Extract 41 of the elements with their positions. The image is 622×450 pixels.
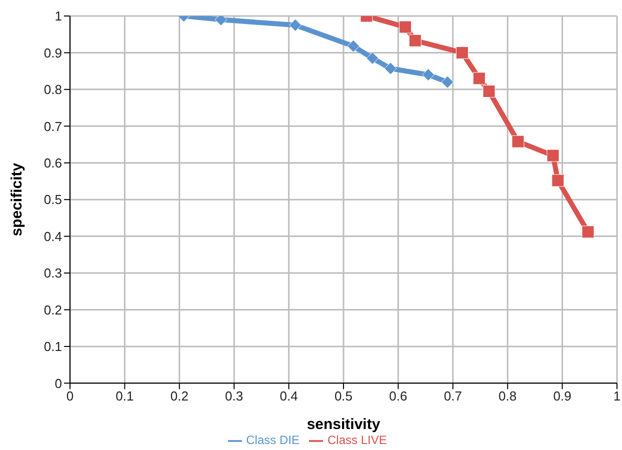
x-tick-label: 1: [613, 388, 621, 404]
y-tick-label: 0.2: [44, 302, 62, 318]
point: [552, 174, 564, 187]
point: [441, 76, 454, 88]
point: [546, 149, 560, 162]
point: [384, 62, 397, 75]
point: [512, 135, 524, 148]
x-tick-label: 0: [66, 388, 74, 404]
y-tick-label: 0.6: [44, 155, 62, 170]
point: [347, 40, 360, 52]
x-tick-label: 0.3: [225, 388, 244, 404]
y-tick-label: 0.7: [44, 118, 62, 134]
point: [366, 52, 379, 64]
x-tick-label: 0.8: [498, 388, 517, 404]
y-tick-label: 0.8: [44, 82, 62, 98]
x-tick-label: 0.7: [444, 388, 462, 404]
point: [582, 226, 594, 238]
point: [422, 68, 435, 81]
y-tick-label: 0.3: [44, 266, 62, 281]
y-tick-label: 1: [54, 8, 62, 24]
y-tick-label: 0: [54, 376, 62, 391]
point: [408, 34, 422, 47]
x-tick-label: 0.4: [280, 388, 298, 404]
point: [399, 20, 412, 34]
y-tick-label: 0.5: [44, 192, 62, 208]
x-axis-title: sensitivity: [306, 416, 381, 434]
y-tick-label: 0.9: [44, 45, 62, 60]
y-tick-label: 0.4: [44, 228, 62, 244]
legend-label: Class DIE: [246, 433, 300, 448]
y-axis-title: specificity: [8, 162, 26, 236]
x-tick-label: 0.1: [116, 388, 134, 404]
x-tick-label: 0.2: [170, 388, 188, 404]
point: [456, 46, 468, 59]
x-tick-label: 0.5: [334, 388, 353, 404]
x-tick-label: 0.9: [553, 388, 572, 404]
point: [482, 85, 496, 98]
point: [289, 18, 302, 32]
y-tick-label: 0.1: [44, 339, 62, 354]
x-tick-label: 0.6: [389, 388, 408, 404]
legend-label: Class LIVE: [327, 433, 387, 448]
point: [472, 72, 486, 85]
